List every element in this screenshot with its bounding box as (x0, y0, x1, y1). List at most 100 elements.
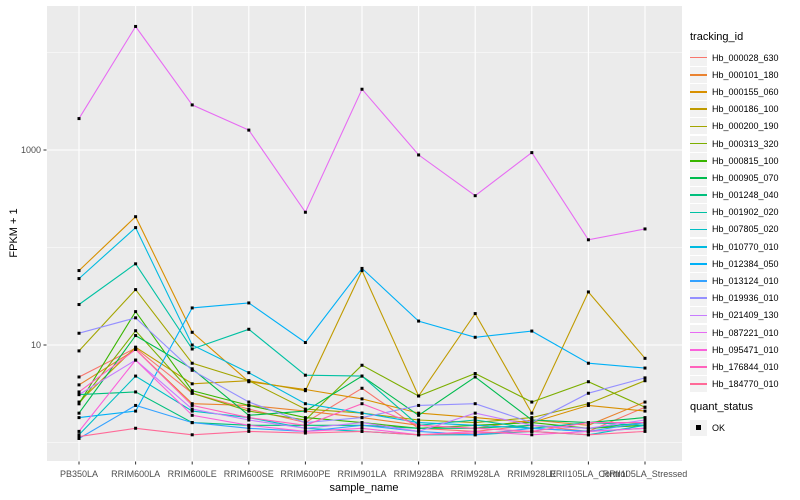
data-point (247, 409, 251, 413)
data-point (247, 416, 251, 420)
plot-panel-bg (47, 6, 682, 461)
data-point (247, 403, 251, 407)
data-point (77, 429, 81, 433)
line-key-swatch (690, 101, 707, 118)
data-point (303, 389, 307, 393)
data-point (586, 290, 590, 294)
key-line-icon (690, 331, 707, 334)
key-line-icon (690, 349, 707, 351)
data-point (473, 411, 477, 415)
legend-item-Hb_013124_010: Hb_013124_010 (690, 272, 779, 290)
data-point (360, 374, 364, 378)
data-point (473, 423, 477, 427)
x-tick-label: RRIM928LE (507, 469, 556, 479)
data-point (360, 411, 364, 415)
x-tick-label: RRIM600LA (111, 469, 160, 479)
data-point (586, 429, 590, 433)
data-point (360, 421, 364, 425)
data-point (134, 310, 138, 314)
data-point (473, 429, 477, 433)
data-point (247, 371, 251, 375)
data-point (360, 269, 364, 273)
data-point (360, 423, 364, 427)
data-point (303, 373, 307, 377)
data-point (530, 418, 534, 422)
legend-item-Hb_095471_010: Hb_095471_010 (690, 341, 779, 358)
legend-item-Hb_184770_010: Hb_184770_010 (690, 376, 779, 393)
data-point (77, 269, 81, 273)
legend-item-label: Hb_019936_010 (712, 293, 779, 304)
data-point (190, 403, 194, 407)
data-point (473, 433, 477, 437)
key-line-icon (690, 56, 707, 59)
data-point (360, 397, 364, 401)
y-axis-title: FPKM + 1 (8, 208, 20, 258)
legend-item-label: Hb_087221_010 (712, 327, 779, 338)
data-point (643, 416, 647, 420)
legend-item-Hb_021409_130: Hb_021409_130 (690, 307, 779, 324)
data-point (643, 366, 647, 370)
data-point (190, 343, 194, 347)
data-point (417, 394, 421, 398)
data-point (190, 413, 194, 417)
data-point (190, 330, 194, 334)
data-point (643, 409, 647, 413)
legend-item-Hb_010770_010: Hb_010770_010 (690, 238, 779, 255)
legend-item-Hb_012384_050: Hb_012384_050 (690, 255, 779, 272)
data-point (190, 421, 194, 425)
key-line-icon (690, 194, 707, 196)
data-point (77, 303, 81, 307)
legend-item-label: Hb_000815_100 (712, 155, 779, 166)
y-tick-label: 10 (31, 340, 41, 350)
data-point (586, 238, 590, 242)
data-point (134, 390, 138, 394)
key-line-icon (690, 228, 707, 231)
data-point (473, 335, 477, 339)
data-point (247, 327, 251, 331)
data-point (643, 423, 647, 427)
data-point (303, 423, 307, 427)
legend-item-label: Hb_184770_010 (712, 379, 779, 390)
data-point (586, 380, 590, 384)
data-point (190, 391, 194, 395)
key-line-icon (690, 366, 707, 368)
line-key-swatch (690, 66, 707, 83)
legend-item-label: Hb_001902_020 (712, 207, 779, 218)
data-point (247, 429, 251, 433)
legend-item-ok: OK (690, 419, 753, 436)
line-key-swatch (690, 49, 707, 66)
legend-item-Hb_001248_040: Hb_001248_040 (690, 187, 779, 204)
legend-item-Hb_087221_010: Hb_087221_010 (690, 324, 779, 341)
data-point (77, 117, 81, 121)
data-point (77, 402, 81, 406)
data-point (190, 389, 194, 393)
data-point (586, 423, 590, 427)
data-point (586, 402, 590, 406)
data-point (77, 393, 81, 397)
data-point (77, 349, 81, 353)
data-point (360, 402, 364, 406)
x-tick-label: RRII105LA_Stressed (603, 469, 688, 479)
data-point (473, 194, 477, 198)
data-point (473, 312, 477, 316)
data-point (77, 416, 81, 420)
data-point (190, 433, 194, 437)
data-point (190, 361, 194, 365)
data-point (190, 306, 194, 310)
data-point (190, 402, 194, 406)
legend-item-Hb_000028_630: Hb_000028_630 (690, 49, 779, 66)
legend-item-label: Hb_021409_130 (712, 310, 779, 321)
data-point (77, 331, 81, 335)
x-tick-label: RRIM901LA (337, 469, 386, 479)
data-point (190, 367, 194, 371)
line-key-swatch (690, 135, 707, 152)
legend-item-Hb_001902_020: Hb_001902_020 (690, 204, 779, 221)
data-point (190, 368, 194, 372)
legend-item-label: Hb_012384_050 (712, 258, 779, 269)
data-point (247, 379, 251, 383)
legend-item-label: Hb_176844_010 (712, 361, 779, 372)
line-key-swatch (690, 290, 707, 307)
data-point (586, 391, 590, 395)
